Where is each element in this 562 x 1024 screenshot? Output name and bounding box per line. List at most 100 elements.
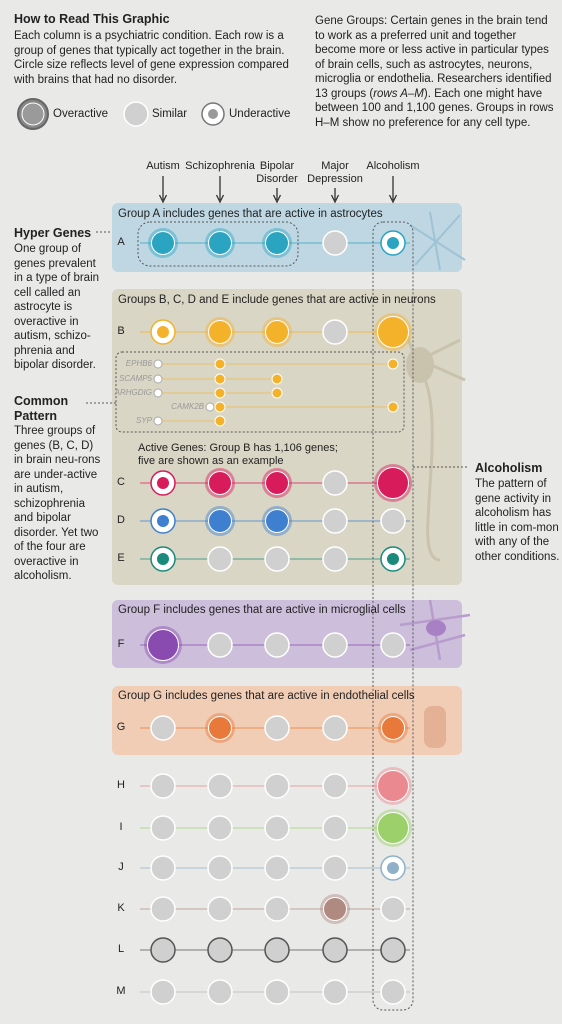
gene-circle [374,809,412,847]
gene-label: CAMK2B [171,402,204,411]
panel-caption: Groups B, C, D and E include genes that … [118,294,436,306]
dot [387,553,399,565]
gene-circle [264,815,290,841]
circle [150,773,176,799]
gene-circle [322,546,348,572]
arrowhead [215,194,225,204]
circle [208,471,232,495]
circle [322,546,348,572]
gene-dot [214,401,226,413]
gene-dot [214,358,226,370]
row-label: K [117,902,125,914]
circle [150,937,176,963]
panel-caption: Group A includes genes that are active i… [118,208,383,220]
circle [322,470,348,496]
row-label: L [117,943,125,955]
gene-circle [144,626,182,664]
circle [150,815,176,841]
legend-label: Similar [152,108,188,120]
gene-circle [150,855,176,881]
dashed-alcoholism [372,221,414,1011]
row-label: C [117,476,125,488]
circle [208,231,232,255]
gene-circle [150,815,176,841]
gene-circle [205,713,235,743]
circle [264,855,290,881]
circle [265,320,289,344]
legend-label: Overactive [53,108,108,120]
legend-symbols [17,98,225,130]
gene-circle [380,508,406,534]
gene-circle [207,632,233,658]
panel-f [112,600,462,668]
gene-circle [207,773,233,799]
arrowhead [272,194,282,204]
gene-dot [387,358,399,370]
gene-circle [205,317,235,347]
circle [380,979,406,1005]
gene-dot [214,415,226,427]
gene-circle [150,979,176,1005]
gene-circle [374,767,412,805]
gene-circle [380,855,406,881]
gene-circle [150,470,176,496]
dashed-group [137,221,299,267]
gene-marker [205,402,215,412]
circle [322,979,348,1005]
gene-circle [205,468,235,498]
gene-dot [271,387,283,399]
circle [207,937,233,963]
gene-circle [264,896,290,922]
gene-circle [322,632,348,658]
circle [322,715,348,741]
dot [157,477,169,489]
panel-neurons [112,289,462,585]
circle [208,716,232,740]
gene-circle [322,979,348,1005]
text: Gene Groups: Certain genes in the brain … [315,15,552,100]
note-title: Common Pattern [14,394,69,423]
gene-circle [205,506,235,536]
circle [323,897,347,921]
intro-body: Each column is a psychiatric condition. … [14,30,289,86]
circle [150,896,176,922]
gene-marker [153,374,163,384]
note-title: Alcoholism [475,461,543,475]
gene-circle [322,855,348,881]
gene-circle [262,228,292,258]
gene-circle [205,228,235,258]
gene-circle [320,894,350,924]
circle [322,773,348,799]
gene-circle [322,508,348,534]
circle [207,815,233,841]
gene-dot [214,373,226,385]
note-body: One group of genes prevalent in a type o… [14,243,100,371]
circle [381,716,405,740]
gene-circle [380,230,406,256]
gene-label: ARHGDIG [114,388,152,397]
row-label: M [116,985,126,997]
gene-circle [264,546,290,572]
circle [264,632,290,658]
circle [264,979,290,1005]
gene-circle [262,468,292,498]
circle [380,896,406,922]
gene-circle [207,979,233,1005]
astrocyte [409,211,466,271]
endothelial-cell [424,706,446,748]
gene-marker [153,359,163,369]
circle [265,231,289,255]
circle [377,770,409,802]
gene-circle [380,896,406,922]
gene-circle [264,855,290,881]
gene-circle [322,319,348,345]
row-label: I [119,821,123,833]
gene-circle [378,713,408,743]
row-label: G [116,721,126,733]
circle [150,979,176,1005]
column-header: Autism [146,160,180,172]
gene-circle [150,937,176,963]
dot [387,862,399,874]
row-label: H [117,779,125,791]
